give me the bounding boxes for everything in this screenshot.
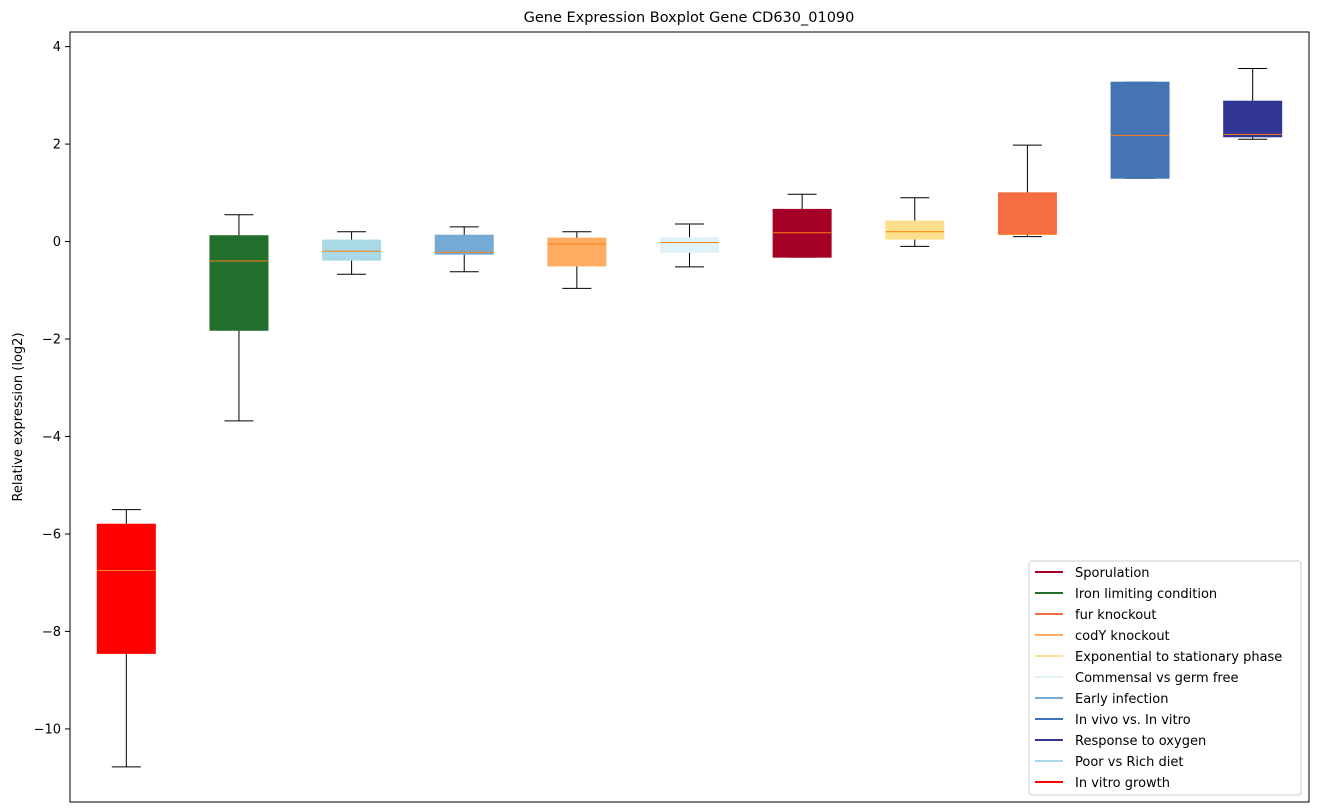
box-body (547, 237, 607, 267)
y-axis-ticks: 4 2 0 −2 −4 −6 −8 −10 (34, 40, 70, 737)
y-tick-label: −8 (42, 625, 61, 640)
legend: Sporulation Iron limiting condition fur kn… (1028, 560, 1302, 796)
box-group (209, 214, 269, 422)
legend-label: In vitro growth (1075, 776, 1170, 791)
plot-frame (69, 31, 1310, 803)
box-group (1223, 68, 1283, 140)
box-group (547, 231, 607, 289)
legend-label: Sporulation (1075, 566, 1150, 581)
legend-label: fur knockout (1075, 608, 1157, 623)
legend-label: Early infection (1075, 692, 1168, 707)
box-body (322, 239, 382, 261)
box-body (997, 192, 1057, 235)
box-group (434, 226, 494, 273)
box-body (434, 234, 494, 255)
y-tick-label: −4 (42, 430, 61, 445)
box-group (885, 197, 945, 247)
box-series (96, 68, 1283, 768)
box-group (322, 231, 382, 275)
y-tick-label: −6 (42, 527, 61, 542)
box-group (997, 144, 1057, 238)
box-group (96, 509, 156, 768)
box-group (660, 223, 719, 268)
legend-label: Iron limiting condition (1075, 587, 1217, 602)
legend-label: Poor vs Rich diet (1075, 755, 1183, 770)
y-tick-label: 2 (53, 138, 61, 153)
legend-label: In vivo vs. In vitro (1075, 713, 1191, 728)
legend-label: Response to oxygen (1075, 734, 1206, 749)
chart-title: Gene Expression Boxplot Gene CD630_01090 (524, 10, 855, 26)
box-group (1110, 81, 1170, 179)
y-tick-label: 0 (53, 235, 61, 250)
box-body (660, 237, 719, 253)
box-body (1223, 100, 1283, 138)
legend-label: codY knockout (1075, 629, 1170, 644)
legend-frame (1028, 560, 1302, 796)
box-body (1110, 81, 1170, 179)
box-body (885, 220, 945, 240)
y-tick-label: −2 (42, 333, 61, 348)
legend-label: Commensal vs germ free (1075, 671, 1238, 686)
legend-label: Exponential to stationary phase (1075, 650, 1282, 665)
box-body (96, 523, 156, 654)
y-axis-label: Relative expression (log2) (11, 332, 26, 501)
box-body (209, 235, 269, 331)
y-tick-label: −10 (34, 722, 61, 737)
box-group (772, 193, 832, 258)
y-tick-label: 4 (53, 40, 61, 55)
